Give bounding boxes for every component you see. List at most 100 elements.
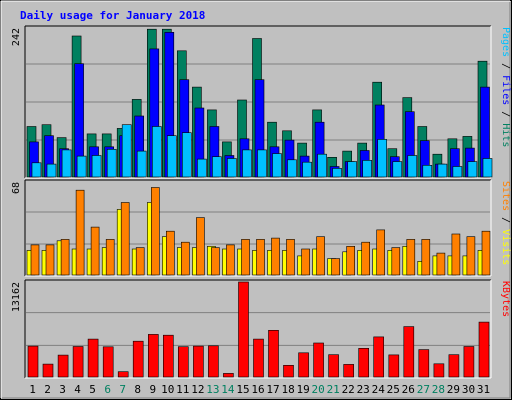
bar-kbytes-day-20: [313, 342, 324, 378]
x-tick-label-day-11: 11: [176, 383, 189, 396]
bar-sites-day-13: [211, 247, 220, 276]
panel-1-ymax-label: 242: [11, 28, 22, 46]
bar-pages-day-16: [257, 149, 267, 178]
bar-kbytes-day-4: [72, 346, 84, 378]
bar-kbytes-day-27: [418, 349, 430, 378]
x-tick-label-day-8: 8: [134, 383, 141, 396]
x-tick-label-day-10: 10: [161, 383, 174, 396]
bar-kbytes-day-22: [343, 364, 355, 378]
legend-part-4: Hits: [500, 123, 511, 147]
bar-kbytes-day-16: [253, 338, 264, 378]
bar-pages-day-9: [152, 126, 162, 178]
panel-3-ymax-label: 13162: [11, 282, 22, 312]
bar-sites-day-29: [451, 233, 461, 276]
bar-sites-day-30: [466, 236, 476, 276]
bar-kbytes-day-25: [388, 354, 400, 378]
x-tick-label-day-18: 18: [281, 383, 294, 396]
panel-2-legend-label: Sites / Visits: [500, 181, 511, 265]
legend-part-0: Pages: [500, 27, 511, 57]
x-tick-label-day-5: 5: [89, 383, 96, 396]
legend-part-2: Visits: [500, 229, 511, 265]
x-tick-label-day-7: 7: [119, 383, 126, 396]
bar-sites-day-26: [406, 239, 416, 276]
x-tick-label-day-6: 6: [104, 383, 111, 396]
bar-sites-day-24: [376, 229, 386, 276]
x-tick-label-day-24: 24: [372, 383, 386, 396]
bar-pages-day-29: [452, 166, 463, 178]
bar-kbytes-day-8: [132, 340, 144, 378]
bar-pages-day-31: [482, 158, 493, 178]
x-tick-label-day-21: 21: [327, 383, 340, 396]
x-tick-label-day-12: 12: [191, 383, 204, 396]
bar-sites-day-8: [135, 247, 145, 276]
bar-sites-day-4: [75, 189, 85, 276]
bar-sites-day-19: [301, 248, 310, 276]
bar-kbytes-day-5: [87, 338, 99, 378]
bar-pages-day-7: [121, 124, 132, 178]
bar-pages-day-14: [227, 158, 237, 178]
legend-part-1: /: [500, 57, 511, 75]
panel-3-legend-label: KBytes: [500, 281, 511, 317]
bar-pages-day-23: [362, 160, 373, 178]
bar-pages-day-10: [167, 135, 177, 178]
bar-sites-day-15: [241, 239, 250, 276]
x-tick-label-day-22: 22: [342, 383, 355, 396]
bar-sites-day-6: [105, 239, 115, 276]
x-tick-label-day-25: 25: [387, 383, 400, 396]
bar-kbytes-day-13: [208, 345, 219, 378]
bar-kbytes-day-18: [283, 364, 294, 378]
bar-sites-day-1: [30, 244, 40, 276]
bar-sites-day-10: [166, 230, 175, 276]
panel-2-ymax-label: 68: [11, 182, 22, 194]
bar-pages-day-4: [76, 155, 87, 178]
bar-pages-day-11: [182, 132, 192, 178]
bar-pages-day-18: [287, 159, 297, 178]
bar-sites-day-27: [421, 239, 431, 276]
legend-part-3: /: [500, 105, 511, 123]
bar-pages-day-30: [467, 161, 478, 178]
bar-sites-day-2: [45, 244, 55, 276]
bar-sites-day-17: [271, 237, 280, 276]
legend-part-2: Files: [500, 75, 511, 105]
x-tick-label-day-2: 2: [44, 383, 51, 396]
x-tick-label-day-27: 27: [417, 383, 430, 396]
bar-pages-day-24: [377, 139, 388, 178]
x-tick-label-day-16: 16: [251, 383, 264, 396]
x-tick-label-day-23: 23: [357, 383, 370, 396]
bar-pages-day-19: [302, 161, 312, 178]
bar-kbytes-day-11: [178, 346, 189, 378]
bar-pages-day-20: [317, 153, 327, 178]
bar-kbytes-day-12: [193, 345, 204, 378]
bar-pages-day-6: [106, 149, 117, 178]
bar-sites-day-21: [331, 258, 340, 276]
bar-kbytes-day-7: [117, 371, 129, 378]
x-tick-label-day-4: 4: [74, 383, 81, 396]
bar-kbytes-day-23: [358, 347, 370, 378]
bar-sites-day-20: [316, 236, 325, 276]
bar-kbytes-day-15: [238, 281, 249, 378]
bar-kbytes-day-26: [403, 326, 415, 378]
x-tick-label-day-17: 17: [266, 383, 279, 396]
bar-pages-day-22: [347, 161, 358, 178]
bar-kbytes-day-2: [42, 363, 54, 378]
legend-part-1: /: [500, 211, 511, 229]
x-tick-label-day-14: 14: [221, 383, 235, 396]
bar-kbytes-day-31: [478, 321, 490, 378]
bar-kbytes-day-29: [448, 354, 460, 378]
x-tick-label-day-3: 3: [59, 383, 66, 396]
chart-title: Daily usage for January 2018: [20, 9, 205, 22]
bar-sites-day-28: [436, 252, 446, 276]
legend-part-0: KBytes: [500, 281, 511, 317]
bar-pages-day-8: [136, 150, 147, 178]
chart-marks: 242 Pages / Files / Hits 68 Sites / Visits 1…: [11, 27, 511, 378]
bar-kbytes-day-3: [57, 354, 69, 378]
x-tick-label-day-31: 31: [477, 383, 490, 396]
bar-kbytes-day-1: [27, 345, 39, 378]
bar-pages-day-15: [242, 149, 252, 178]
bar-kbytes-day-24: [373, 336, 385, 378]
bar-sites-day-18: [286, 239, 295, 276]
bar-kbytes-day-10: [163, 334, 174, 378]
bar-sites-day-22: [346, 246, 356, 276]
